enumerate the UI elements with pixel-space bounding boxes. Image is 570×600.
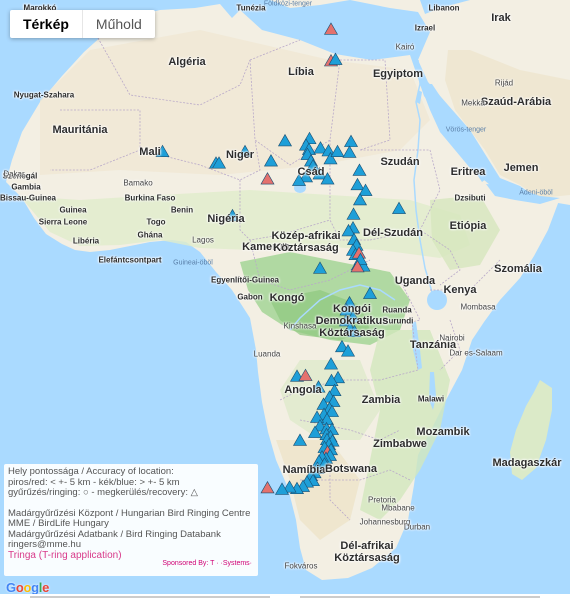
recovery-marker-blue[interactable] [312,167,327,180]
recovery-marker-blue[interactable] [350,177,365,191]
recovery-marker-blue[interactable] [352,163,367,176]
recovery-marker-blue[interactable] [155,144,170,158]
satellite-button[interactable]: Műhold [95,16,142,32]
recovery-marker-blue[interactable] [342,145,357,158]
tringa-link[interactable]: Tringa (T-ring application) [8,549,122,561]
recovery-marker-blue[interactable] [327,383,342,397]
legend-line-colors: piros/red: < +- 5 km - kék/blue: > +- 5 … [8,476,180,488]
legend-line-centre: Madárgyűrűzési Központ / Hungarian Bird … [8,507,251,519]
recovery-marker-blue[interactable] [391,201,407,214]
legend-line-email: ringers@mme.hu [8,539,81,550]
recovery-marker-blue[interactable] [346,207,361,220]
recovery-marker-blue[interactable] [263,154,279,167]
recovery-marker-blue[interactable] [323,357,339,370]
recovery-marker-blue[interactable] [291,173,307,186]
bottom-scrollbar [0,594,570,600]
recovery-marker-blue[interactable] [277,133,293,147]
recovery-marker-blue[interactable] [307,425,323,438]
map-button[interactable]: Térkép [23,16,69,32]
recovery-marker-blue[interactable] [324,404,340,417]
recovery-marker-red[interactable] [350,259,365,273]
recovery-marker-blue[interactable] [328,52,343,65]
recovery-marker-blue[interactable] [292,433,308,446]
legend-line-accuracy: Hely pontossága / Accuracy of location: [8,466,174,477]
recovery-marker-blue[interactable] [340,344,356,357]
recovery-marker-blue[interactable] [298,169,314,183]
recovery-marker-blue[interactable] [313,141,328,154]
recovery-marker-red[interactable] [323,22,339,35]
recovery-marker-blue[interactable] [358,183,373,196]
recovery-marker-blue[interactable] [305,159,321,172]
scrollbar-track-right [300,596,540,598]
recovery-marker-blue[interactable] [274,482,290,495]
sponsor-tsystems: Sponsored By: T · ·Systems· [162,559,252,567]
recovery-marker-blue[interactable] [338,313,354,327]
recovery-marker-blue[interactable] [320,172,335,185]
recovery-marker-blue[interactable] [225,208,240,222]
recovery-marker-blue[interactable] [330,144,345,158]
recovery-marker-blue[interactable] [345,310,361,323]
recovery-marker-blue[interactable] [324,373,339,386]
recovery-marker-red[interactable] [260,172,275,185]
recovery-marker-blue[interactable] [312,261,328,274]
recovery-marker-blue[interactable] [341,223,356,237]
recovery-marker-blue[interactable] [311,380,326,393]
recovery-marker-blue[interactable] [317,457,332,470]
legend-panel: Hely pontossága / Accuracy of location: … [4,464,258,576]
recovery-marker-blue[interactable] [362,286,378,299]
recovery-marker-blue[interactable] [237,144,253,158]
recovery-marker-blue[interactable] [352,192,368,206]
google-logo: Google [6,580,50,595]
scrollbar-track-left [30,596,270,598]
legend-line-symbols: gyűrűzés/ringing: ○ - megkerülés/recover… [8,487,198,498]
recovery-marker-blue[interactable] [343,134,359,147]
legend-line-mme: MME / BirdLife Hungary [8,518,109,529]
recovery-marker-red[interactable] [260,480,275,494]
recovery-marker-blue[interactable] [211,156,227,169]
legend-line-databank: Madárgyűrűzési Adatbank / Bird Ringing D… [8,528,221,540]
map-type-separator [81,10,83,38]
recovery-marker-blue[interactable] [347,324,362,338]
recovery-marker-blue[interactable] [323,151,338,165]
recovery-marker-red[interactable] [298,368,313,381]
recovery-marker-blue[interactable] [282,480,297,493]
map-type-control: Térkép Műhold [10,10,155,38]
